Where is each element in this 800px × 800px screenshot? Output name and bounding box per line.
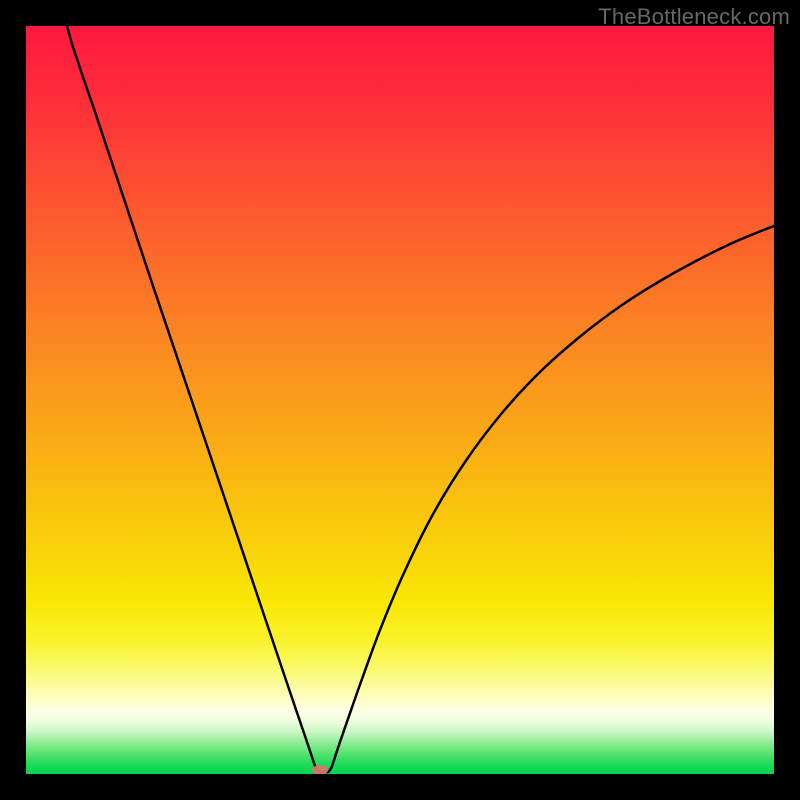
chart-frame: TheBottleneck.com <box>0 0 800 800</box>
bottleneck-chart <box>0 0 800 800</box>
chart-background-gradient <box>26 26 774 774</box>
minimum-marker <box>312 765 328 775</box>
